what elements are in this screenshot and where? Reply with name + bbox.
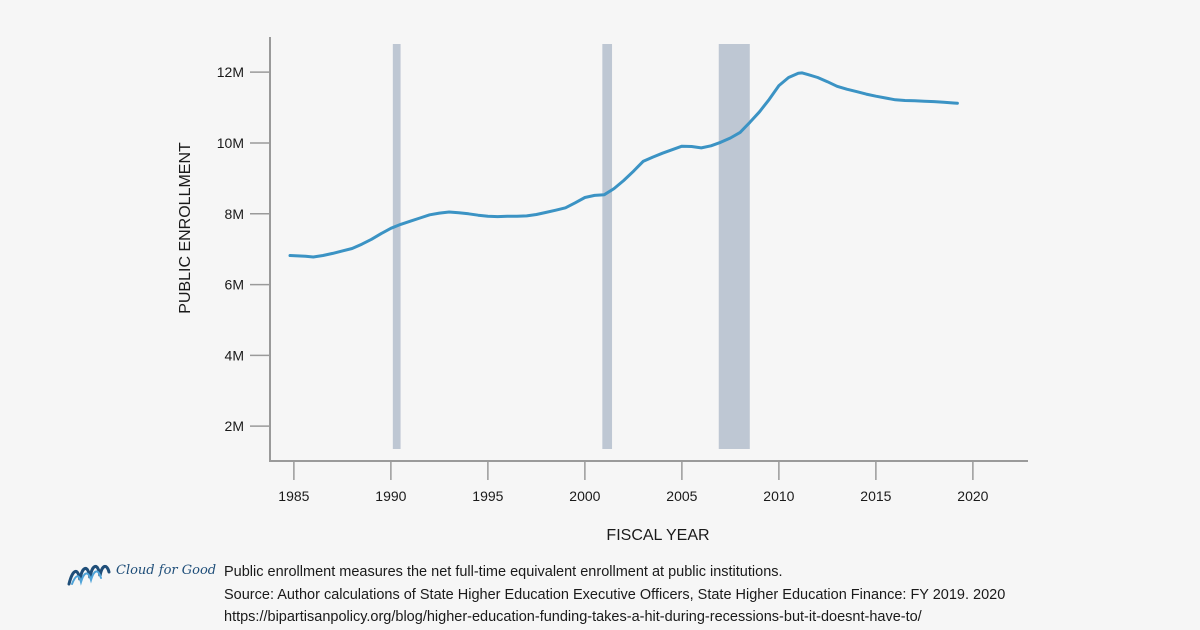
y-tick-label: 6M [225, 277, 244, 293]
recession-band [392, 44, 401, 449]
x-tick-label: 2015 [860, 488, 891, 504]
x-axis-ticks: 1985 1990 1995 2000 2005 2010 2015 2020 [278, 461, 989, 504]
y-axis-label: PUBLIC ENROLLMENT [177, 142, 194, 314]
y-axis-ticks: 2M 4M 6M 8M 10M 12M [217, 64, 270, 434]
footer-source: Source: Author calculations of State Hig… [224, 586, 1006, 603]
footer-notes: Public enrollment measures the net full-… [224, 561, 1005, 629]
series-line [288, 71, 959, 259]
y-tick-label: 4M [225, 347, 244, 363]
y-tick-label: 8M [225, 206, 244, 222]
x-tick-label: 2010 [763, 488, 794, 504]
x-tick-label: 1990 [375, 488, 406, 504]
y-tick-label: 2M [225, 418, 244, 434]
logo-wave-icon [67, 565, 111, 586]
x-tick-label: 2005 [666, 488, 697, 504]
recession-band [602, 44, 613, 449]
series-lines [288, 71, 959, 259]
logo-text: Cloud for Good [116, 563, 217, 578]
x-tick-label: 1995 [472, 488, 503, 504]
x-tick-label: 2020 [957, 488, 988, 504]
enrollment-chart: 2M 4M 6M 8M 10M 12M 1985 1990 1995 2000 2005 2010 2… [177, 37, 1028, 544]
logo: Cloud for Good [66, 558, 216, 592]
footer-note: Public enrollment measures the net full-… [224, 564, 783, 580]
x-axis-label: FISCAL YEAR [606, 527, 709, 544]
footer-url: https://bipartisanpolicy.org/blog/higher… [224, 609, 922, 625]
y-tick-label: 12M [217, 64, 244, 80]
x-tick-label: 2000 [569, 488, 600, 504]
recession-band [718, 44, 750, 449]
y-tick-label: 10M [217, 135, 244, 151]
x-tick-label: 1985 [278, 488, 309, 504]
recession-bands [392, 44, 750, 449]
